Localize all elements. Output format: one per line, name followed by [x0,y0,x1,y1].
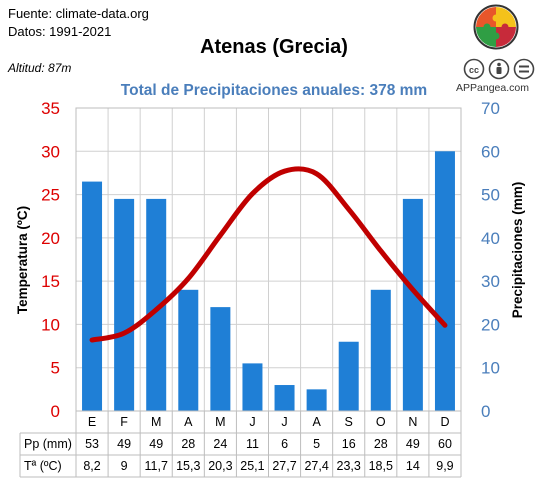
month-label: F [120,415,128,429]
left-axis-label: Temperatura (ºC) [15,206,30,314]
temp-value: 11,7 [145,459,168,473]
license-icons: cc [463,58,535,80]
cc-icon: cc [463,58,485,80]
data-table: Pp (mm) 53 49 49 28 24 11 6 5 16 28 49 60 Tª (ºC) 8,2 9… [19,411,462,478]
temp-value: 27,4 [304,459,328,473]
month-label: S [345,415,353,429]
temp-value: 9,9 [436,459,453,473]
left-axis-ticks: 0 5 10 15 20 25 30 35 [41,99,60,421]
precip-bar [274,385,295,411]
right-tick-label: 60 [481,142,500,161]
temp-value: 14 [406,459,420,473]
temp-value: 20,3 [208,459,232,473]
precip-value: 5 [313,437,320,451]
left-tick-label: 35 [41,99,60,118]
right-tick-label: 50 [481,186,500,205]
precip-bar [82,181,103,411]
precip-value: 16 [342,437,356,451]
right-tick-label: 20 [481,315,500,334]
month-label: J [281,415,287,429]
data-period-text: Datos: 1991-2021 [8,24,112,39]
precip-bar [178,289,199,411]
precip-bar [338,341,359,411]
temp-value: 8,2 [83,459,100,473]
month-label: M [151,415,161,429]
chart-title: Atenas (Grecia) [200,36,348,58]
month-label: M [215,415,225,429]
precip-value: 24 [213,437,227,451]
chart-subtitle: Total de Precipitaciones anuales: 378 mm [120,82,428,99]
temperature-line-path [89,166,448,343]
month-label: D [440,415,449,429]
left-tick-label: 0 [51,402,60,421]
left-tick-label: 30 [41,142,60,161]
pp-row-label: Pp (mm) [24,437,72,451]
temp-value: 25,1 [240,459,264,473]
precip-bar [434,151,455,412]
right-tick-label: 70 [481,99,500,118]
source-text: Fuente: climate-data.org [8,6,149,21]
precip-bar [370,289,391,411]
month-label: N [408,415,417,429]
left-tick-label: 20 [41,229,60,248]
month-label: J [249,415,255,429]
temp-value: 23,3 [337,459,361,473]
svg-text:cc: cc [469,65,479,75]
right-axis-ticks: 0 10 20 30 40 50 60 70 [481,99,500,421]
temp-value: 9 [121,459,128,473]
left-tick-label: 5 [51,359,60,378]
t-row-label: Tª (ºC) [24,459,62,473]
month-label: E [88,415,96,429]
cc-nd-icon [513,58,535,80]
right-axis-label: Precipitaciones (mm) [510,182,525,319]
precip-bar [114,198,135,411]
precip-value: 53 [85,437,99,451]
precip-value: 28 [374,437,388,451]
precip-value: 49 [117,437,131,451]
temp-value: 18,5 [369,459,393,473]
precip-bar [210,307,231,411]
month-label: A [312,415,321,429]
temp-value: 27,7 [272,459,296,473]
altitude-text: Altitud: 87m [8,61,72,75]
left-tick-label: 15 [41,272,60,291]
left-tick-label: 10 [41,315,60,334]
month-label: A [184,415,193,429]
right-tick-label: 0 [481,402,490,421]
right-tick-label: 30 [481,272,500,291]
cc-by-icon [488,58,510,80]
precip-value: 11 [246,437,259,451]
right-tick-label: 40 [481,229,500,248]
precip-value: 28 [181,437,195,451]
right-tick-label: 10 [481,359,500,378]
precip-bar [402,198,423,411]
left-tick-label: 25 [41,186,60,205]
precip-value: 49 [406,437,420,451]
temperature-line [89,166,448,343]
precip-bar [242,363,263,411]
precip-value: 49 [149,437,163,451]
puzzle-logo-icon [473,4,519,50]
month-label: O [376,415,386,429]
precip-value: 6 [281,437,288,451]
precip-bar [306,389,327,411]
precip-bar [146,198,167,411]
precip-bars [82,151,455,412]
precip-value: 60 [438,437,452,451]
temp-value: 15,3 [176,459,200,473]
brand-text: APPangea.com [456,82,529,94]
